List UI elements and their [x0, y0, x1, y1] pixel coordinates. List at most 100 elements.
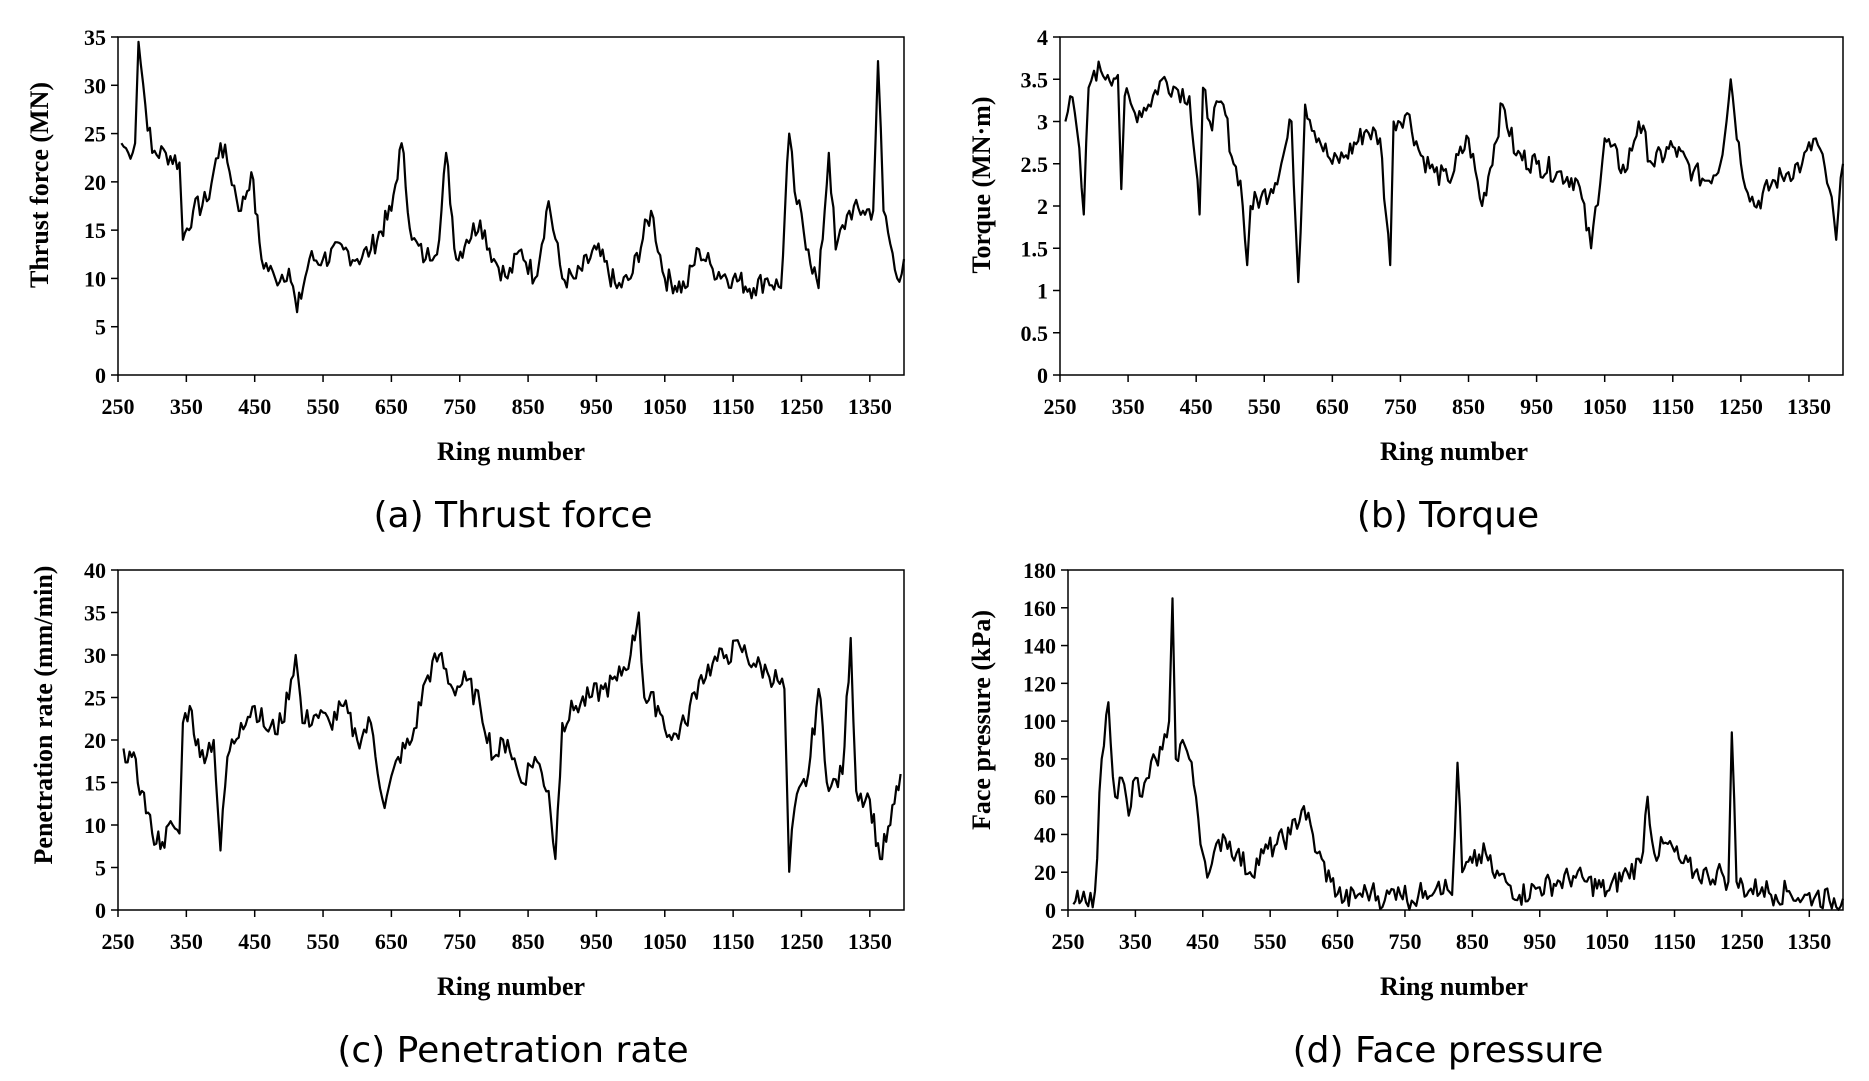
y-tick-label: 40 [84, 558, 106, 583]
y-tick-label: 15 [84, 771, 106, 796]
x-tick-label: 850 [1452, 394, 1485, 419]
x-tick-label: 350 [170, 929, 203, 954]
y-tick-label: 0 [1037, 363, 1048, 388]
x-tick-label: 1250 [1719, 394, 1763, 419]
x-tick-label: 750 [1384, 394, 1417, 419]
x-tick-label: 750 [1388, 929, 1421, 954]
x-tick-label: 950 [1520, 394, 1553, 419]
x-tick-label: 450 [1180, 394, 1213, 419]
x-tick-label: 950 [580, 929, 613, 954]
x-tick-label: 1050 [1585, 929, 1629, 954]
panel-caption: (a) Thrust force [374, 495, 653, 536]
series-line [122, 611, 902, 873]
y-axis-label: Penetration rate (mm/min) [29, 566, 58, 865]
y-tick-label: 0.5 [1021, 321, 1049, 346]
x-tick-label: 1350 [1787, 394, 1831, 419]
panel-thrust-force: Thrust force (MN) Ring number (a) Thrust… [25, 25, 906, 536]
x-tick-label: 1350 [848, 394, 892, 419]
y-tick-label: 0 [1045, 898, 1056, 923]
y-tick-label: 10 [84, 813, 106, 838]
series-line [1064, 60, 1845, 284]
y-tick-label: 5 [95, 856, 106, 881]
x-tick-label: 1050 [643, 929, 687, 954]
x-tick-label: 650 [1316, 394, 1349, 419]
x-tick-label: 450 [238, 394, 271, 419]
x-tick-label: 950 [1523, 929, 1556, 954]
panel-penetration-rate: Penetration rate (mm/min) Ring number (c… [29, 558, 905, 1071]
x-tick-label: 850 [512, 929, 545, 954]
y-tick-label: 25 [84, 686, 106, 711]
y-tick-label: 25 [84, 122, 106, 147]
x-tick-label: 250 [1044, 394, 1077, 419]
panel-caption: (c) Penetration rate [337, 1030, 688, 1071]
y-tick-label: 0 [95, 898, 106, 923]
y-tick-label: 5 [95, 315, 106, 340]
panel-face-pressure: Face pressure (kPa) Ring number (d) Face… [967, 558, 1845, 1071]
plot-frame [1067, 569, 1844, 911]
y-tick-label: 3 [1037, 110, 1048, 135]
x-tick-label: 450 [1186, 929, 1219, 954]
x-tick-label: 550 [1248, 394, 1281, 419]
x-tick-label: 950 [580, 394, 613, 419]
plot-frame [117, 36, 905, 376]
panel-caption: (d) Face pressure [1293, 1030, 1604, 1071]
x-axis-label: Ring number [1380, 437, 1528, 466]
x-tick-label: 1050 [1583, 394, 1627, 419]
y-tick-label: 120 [1023, 671, 1056, 696]
panel-caption: (b) Torque [1357, 495, 1539, 536]
y-tick-label: 140 [1023, 634, 1056, 659]
y-tick-label: 60 [1034, 785, 1056, 810]
x-tick-label: 1350 [848, 929, 892, 954]
y-tick-label: 15 [84, 218, 106, 243]
x-tick-label: 350 [1119, 929, 1152, 954]
y-tick-label: 180 [1023, 558, 1056, 583]
x-tick-label: 1150 [1653, 929, 1696, 954]
y-tick-label: 35 [84, 25, 106, 50]
x-tick-label: 1250 [779, 929, 823, 954]
x-tick-label: 450 [238, 929, 271, 954]
series-line [120, 40, 906, 314]
y-tick-label: 35 [84, 601, 106, 626]
y-axis-label: Torque (MN·m) [967, 97, 996, 274]
x-tick-label: 750 [443, 929, 476, 954]
y-tick-label: 0 [95, 363, 106, 388]
x-tick-label: 1050 [643, 394, 687, 419]
x-tick-label: 250 [1052, 929, 1085, 954]
y-tick-label: 80 [1034, 747, 1056, 772]
y-tick-label: 1 [1037, 279, 1048, 304]
x-tick-label: 1150 [712, 929, 755, 954]
y-tick-label: 100 [1023, 709, 1056, 734]
x-tick-label: 550 [1254, 929, 1287, 954]
y-tick-label: 3.5 [1021, 67, 1049, 92]
x-tick-label: 850 [512, 394, 545, 419]
y-axis-label: Thrust force (MN) [25, 82, 54, 288]
y-tick-label: 20 [84, 170, 106, 195]
x-tick-label: 650 [1321, 929, 1354, 954]
y-axis-label: Face pressure (kPa) [967, 610, 996, 830]
x-axis-label: Ring number [1380, 972, 1528, 1001]
y-tick-label: 20 [1034, 860, 1056, 885]
y-tick-label: 20 [84, 728, 106, 753]
x-axis-label: Ring number [437, 972, 585, 1001]
plot-frame [1059, 36, 1844, 376]
x-tick-label: 1250 [1720, 929, 1764, 954]
x-tick-label: 250 [102, 394, 135, 419]
x-tick-label: 1350 [1787, 929, 1831, 954]
y-tick-label: 1.5 [1021, 236, 1049, 261]
x-tick-label: 550 [307, 929, 340, 954]
y-tick-label: 30 [84, 73, 106, 98]
y-tick-label: 30 [84, 643, 106, 668]
x-tick-label: 650 [375, 929, 408, 954]
x-tick-label: 1150 [1651, 394, 1694, 419]
x-tick-label: 1150 [712, 394, 755, 419]
x-tick-label: 1250 [779, 394, 823, 419]
y-tick-label: 2.5 [1021, 152, 1049, 177]
x-tick-label: 850 [1456, 929, 1489, 954]
x-tick-label: 650 [375, 394, 408, 419]
series-line [1072, 597, 1845, 911]
x-tick-label: 350 [1112, 394, 1145, 419]
x-tick-label: 250 [102, 929, 135, 954]
x-tick-label: 550 [307, 394, 340, 419]
x-axis-label: Ring number [437, 437, 585, 466]
